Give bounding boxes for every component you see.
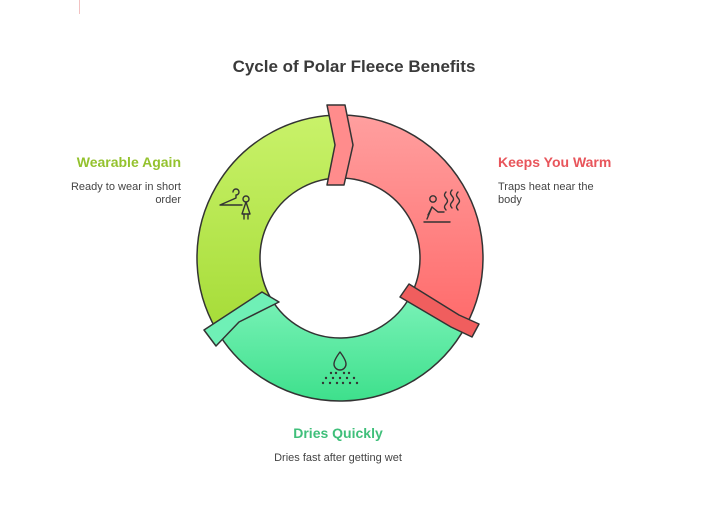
segment-keeps-you-warm xyxy=(339,114,484,326)
segment-wearable-again xyxy=(196,114,341,331)
person-warming-icon xyxy=(423,189,461,223)
segment-dries-quickly xyxy=(215,294,468,402)
stage-title-keeps-you-warm: Keeps You Warm xyxy=(498,154,612,170)
connector-left xyxy=(203,291,280,347)
stage-title-wearable-again: Wearable Again xyxy=(76,154,181,170)
stage-desc-keeps-you-warm: Traps heat near the body xyxy=(498,181,594,206)
decorative-tick xyxy=(79,0,80,14)
connector-top xyxy=(326,104,354,186)
connector-right xyxy=(399,283,480,338)
stage-desc-wearable-again: Ready to wear in short order xyxy=(70,181,181,206)
stage-title-dries-quickly: Dries Quickly xyxy=(293,425,383,441)
stage-desc-dries-quickly: Dries fast after getting wet xyxy=(274,452,402,464)
diagram-title: Cycle of Polar Fleece Benefits xyxy=(232,57,476,76)
water-drop-icon xyxy=(321,351,359,385)
hanger-icon xyxy=(219,188,251,220)
